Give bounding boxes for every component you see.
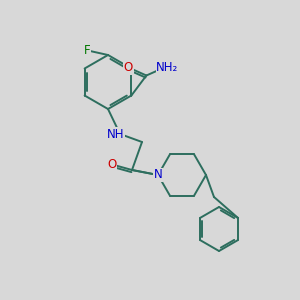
Text: F: F: [84, 44, 90, 58]
Text: N: N: [154, 169, 162, 182]
Text: O: O: [124, 61, 133, 74]
Text: O: O: [107, 158, 117, 172]
Text: NH: NH: [107, 128, 125, 140]
Text: NH₂: NH₂: [156, 61, 178, 74]
